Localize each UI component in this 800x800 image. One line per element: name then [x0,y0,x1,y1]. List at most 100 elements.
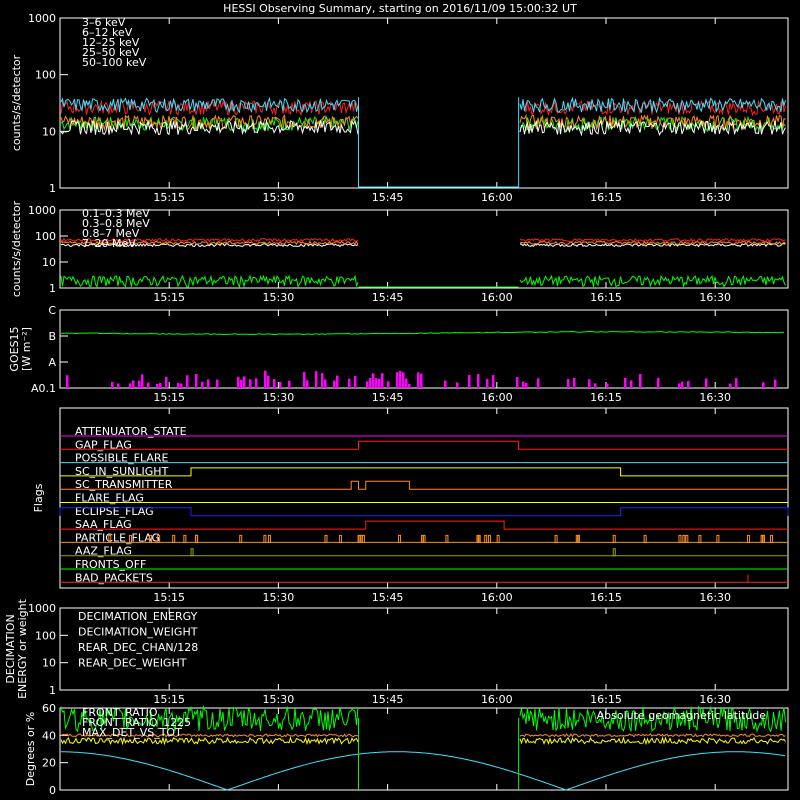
goes-spike [165,376,168,388]
series-line [60,119,786,137]
goes-spike [369,377,372,388]
goes-spike [477,374,480,388]
series-line [60,240,786,246]
time-tick-label: 15:30 [263,191,295,204]
y-tick-label: 100 [35,69,56,82]
flag-blip [761,534,765,543]
time-tick-label: 16:30 [699,191,731,204]
flag-blip [685,534,689,543]
flag-label: GAP_FLAG [75,438,132,451]
goes-spike [567,379,570,388]
time-tick-label: 15:30 [263,693,295,706]
time-tick-label: 15:45 [372,391,404,404]
flag-blip [477,534,481,543]
time-tick-label: 16:15 [590,693,622,706]
goes-spike [402,372,405,388]
goes-spike [417,372,420,388]
time-tick-label: 16:00 [481,391,513,404]
legend-entry: 25–50 keV [82,46,140,59]
flag-label: AAZ_FLAG [75,545,132,558]
goes-spike [372,373,375,388]
time-tick-label: 15:30 [263,291,295,304]
series-line [60,237,786,243]
legend-entry: 0.8–7 MeV [82,227,140,240]
flag-blip [422,534,426,543]
flag-blip [612,548,616,557]
flag-line [59,507,789,517]
goes-spike [486,378,489,388]
time-tick-label: 16:30 [699,591,731,604]
y-tick-label: 1 [49,182,56,195]
series-line [60,704,786,733]
goes-spike [147,382,150,388]
time-tick-label: 16:00 [481,693,513,706]
flag-blip [484,534,488,543]
flag-blip [324,534,328,543]
flag-blip [716,534,720,543]
y-tick-label: 1000 [28,602,56,615]
goes-spike [186,375,189,388]
time-tick-label: 16:15 [590,591,622,604]
goes-spike [354,376,357,388]
time-tick-label: 16:30 [699,291,731,304]
goes-spike [240,379,243,388]
goes-spike [420,373,423,388]
geomagnetic-latitude-line [60,751,786,791]
y-tick-label: A [48,356,56,369]
goes-spike [468,374,471,388]
flag-line [60,520,788,530]
y-tick-label: 40 [42,729,56,742]
goes-spike [156,383,159,388]
goes-spike [774,379,777,388]
goes-spike [657,377,660,388]
y-tick-label: 1 [49,684,56,697]
flag-blip [195,534,199,543]
flag-blip [149,534,153,543]
flag-label: FRONTS_OFF [75,558,146,571]
series-line [60,242,786,248]
goes-spike [267,375,270,388]
chart-title: HESSI Observing Summary, starting on 201… [223,2,577,15]
legend-entry: MAX_DET_VS_TOT [82,726,182,739]
goes-spike [378,378,381,388]
legend-entry: REAR_DEC_CHAN/128 [78,641,198,654]
time-tick-label: 15:45 [372,693,404,706]
flag-blip [398,534,402,543]
flag-line [60,440,788,450]
flag-blip [496,534,500,543]
legend-entry: 12–25 keV [82,36,140,49]
time-tick-label: 15:30 [263,591,295,604]
goes-spike [399,370,402,388]
flag-blip [157,534,161,543]
flag-label: ATTENUATOR_STATE [75,425,187,438]
flag-blip [361,534,365,543]
y-tick-label: 60 [42,702,56,715]
panel-frame [59,407,789,589]
goes-spike [408,383,411,388]
goes-spike [573,377,576,388]
flag-blip [576,534,580,543]
goes-spike [630,380,633,388]
goes-spike [348,378,351,388]
goes-spike [255,378,258,388]
flag-label: SC_TRANSMITTER [75,478,173,491]
flag-blip [190,548,194,557]
time-tick-label: 15:15 [153,591,185,604]
goes-spike [141,374,144,388]
time-tick-label: 15:15 [153,693,185,706]
flag-blip [612,534,616,543]
series-line [60,96,786,114]
legend-entry: DECIMATION_WEIGHT [78,626,198,639]
y-axis-label-2: ENERGY or weight [16,598,29,698]
time-tick-label: 16:15 [590,191,622,204]
y-tick-label: 20 [42,757,56,770]
goes-spike [588,379,591,388]
flag-label: FLARE_FLAG [75,492,144,505]
time-tick-label: 16:15 [590,291,622,304]
flag-blip [267,534,271,543]
panel-frame [59,607,789,691]
flag-blip [445,534,449,543]
y-axis-label: Flags [32,483,45,512]
goes-spike [180,383,183,388]
